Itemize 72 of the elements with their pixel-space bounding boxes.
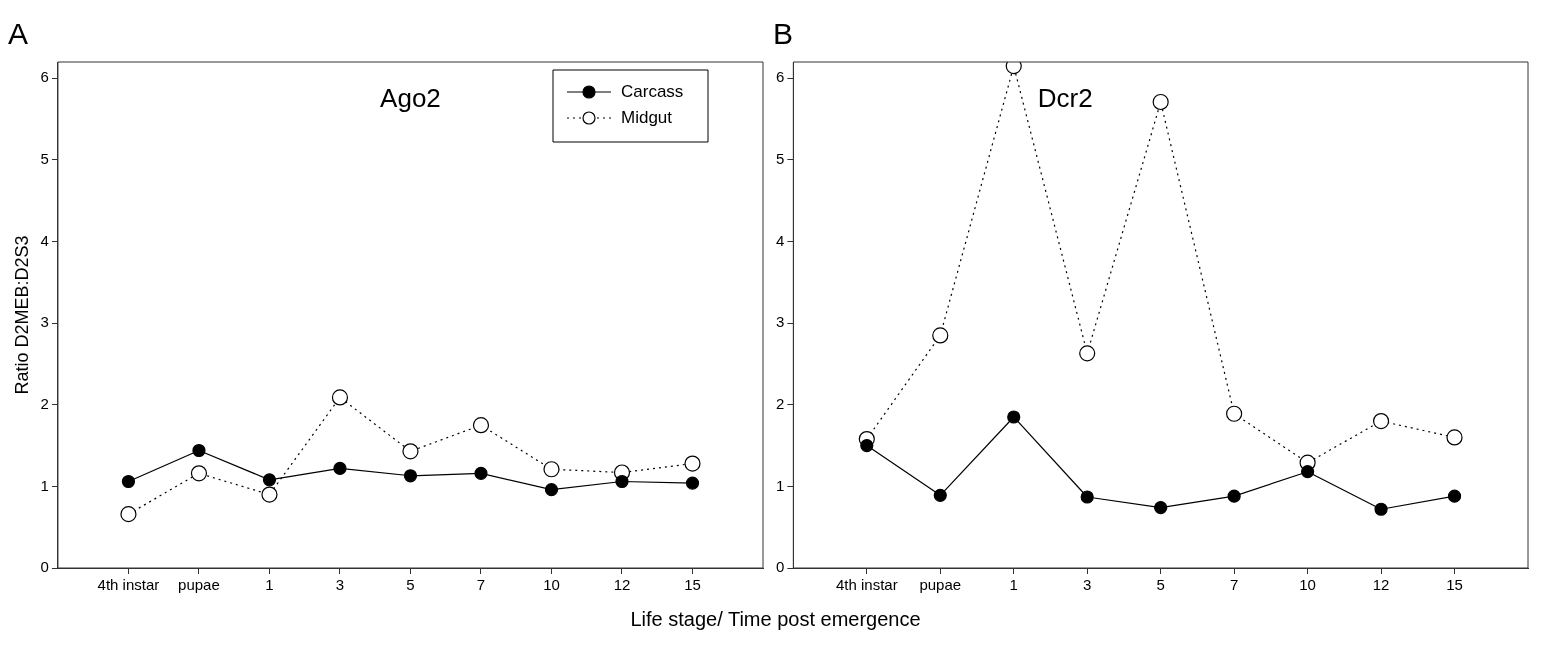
y-tick-label: 4 <box>40 231 49 249</box>
y-tick-label: 5 <box>776 150 785 168</box>
point <box>615 474 629 489</box>
point <box>1446 429 1463 446</box>
point <box>261 486 278 503</box>
point <box>1372 413 1390 430</box>
x-tick-label: 3 <box>335 576 345 594</box>
point <box>1152 93 1169 111</box>
point <box>1447 489 1462 503</box>
point <box>1374 502 1388 516</box>
point <box>932 327 949 344</box>
y-tick-label: 1 <box>40 476 49 494</box>
point <box>402 443 419 460</box>
point <box>1079 345 1096 362</box>
y-tick-label: 1 <box>776 476 785 494</box>
point <box>1007 410 1021 424</box>
point <box>933 488 947 502</box>
point <box>472 417 490 434</box>
point <box>544 483 559 497</box>
chart-title: A <box>8 17 29 51</box>
point <box>403 469 418 483</box>
x-tick-label: 4th instar <box>97 576 160 594</box>
point <box>1226 405 1243 422</box>
y-axis-title: Ratio D2MEB:D2S3 <box>11 235 32 395</box>
annotation: Ago2 <box>380 83 441 114</box>
x-tick-label: 15 <box>684 576 701 594</box>
point <box>543 461 560 478</box>
x-tick-label: 4th instar <box>835 576 898 594</box>
x-tick-label: 5 <box>1156 576 1165 594</box>
point <box>474 466 488 480</box>
legend-label: Carcass <box>621 81 684 101</box>
y-tick-label: 3 <box>776 313 785 331</box>
point <box>1227 489 1241 503</box>
point <box>190 465 208 482</box>
point <box>331 389 349 406</box>
x-tick-label: pupae <box>919 576 962 594</box>
x-tick-label: 12 <box>613 576 631 594</box>
x-tick-label: 1 <box>265 576 274 594</box>
point <box>684 455 701 472</box>
legend-label: Midgut <box>621 107 673 127</box>
point <box>262 473 277 487</box>
x-tick-label: pupae <box>178 576 220 594</box>
chart-title: B <box>773 17 794 51</box>
point <box>333 461 347 476</box>
point <box>1154 501 1168 515</box>
point <box>121 474 136 489</box>
y-tick-label: 2 <box>776 394 785 412</box>
point <box>860 438 874 453</box>
y-tick-label: 5 <box>40 150 49 168</box>
point <box>1301 465 1315 479</box>
x-tick-label: 15 <box>1446 576 1463 594</box>
x-tick-label: 1 <box>1009 576 1018 594</box>
point <box>685 476 700 490</box>
y-tick-label: 6 <box>40 68 49 86</box>
y-tick-label: 3 <box>40 313 49 331</box>
x-tick-label: 3 <box>1083 576 1092 594</box>
y-tick-label: 2 <box>40 394 49 412</box>
point <box>1080 490 1094 504</box>
point <box>192 443 206 458</box>
x-axis-title: Life stage/ Time post emergence <box>629 608 922 631</box>
x-tick-label: 10 <box>543 576 560 594</box>
y-tick-label: 0 <box>776 558 785 576</box>
x-tick-label: 5 <box>406 576 415 594</box>
x-tick-label: 12 <box>1372 576 1390 594</box>
point <box>120 506 137 523</box>
x-tick-label: 10 <box>1299 576 1316 594</box>
x-tick-label: 7 <box>1229 576 1239 594</box>
annotation: Dcr2 <box>1037 83 1093 114</box>
y-tick-label: 4 <box>776 231 785 249</box>
x-tick-label: 7 <box>476 576 486 594</box>
y-tick-label: 0 <box>40 558 49 576</box>
y-tick-label: 6 <box>776 68 785 86</box>
